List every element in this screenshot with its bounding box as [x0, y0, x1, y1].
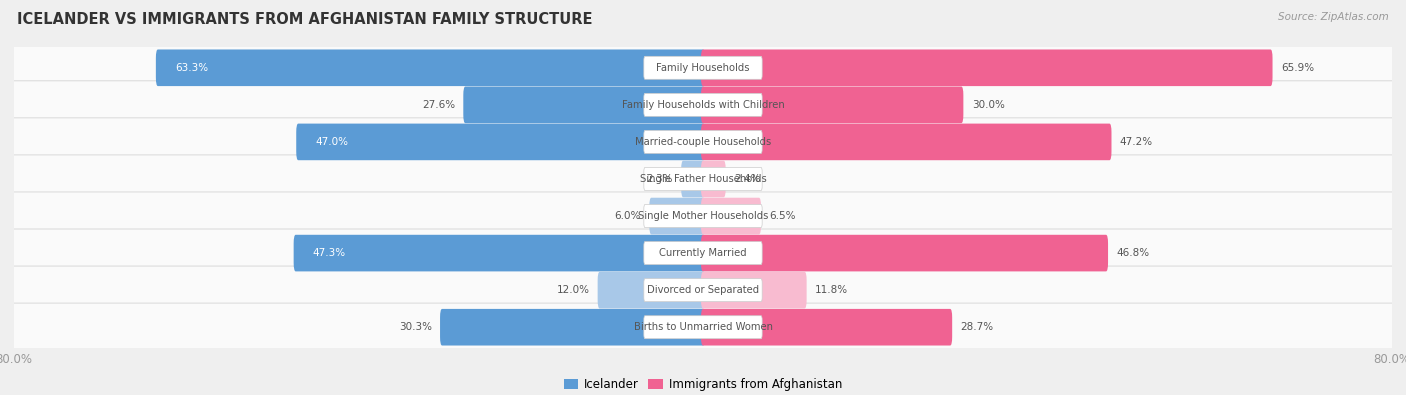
FancyBboxPatch shape	[702, 49, 1272, 86]
Text: 30.3%: 30.3%	[399, 322, 432, 332]
FancyBboxPatch shape	[598, 272, 704, 308]
FancyBboxPatch shape	[644, 316, 762, 339]
Text: 12.0%: 12.0%	[557, 285, 589, 295]
FancyBboxPatch shape	[8, 266, 1398, 314]
FancyBboxPatch shape	[644, 56, 762, 79]
Text: 11.8%: 11.8%	[815, 285, 848, 295]
FancyBboxPatch shape	[702, 272, 807, 308]
Text: 30.0%: 30.0%	[972, 100, 1004, 110]
FancyBboxPatch shape	[702, 309, 952, 346]
Text: 46.8%: 46.8%	[1116, 248, 1150, 258]
Text: Single Mother Households: Single Mother Households	[638, 211, 768, 221]
Text: Married-couple Households: Married-couple Households	[636, 137, 770, 147]
FancyBboxPatch shape	[644, 93, 762, 117]
FancyBboxPatch shape	[644, 278, 762, 302]
FancyBboxPatch shape	[294, 235, 704, 271]
Text: Family Households with Children: Family Households with Children	[621, 100, 785, 110]
Text: 6.0%: 6.0%	[614, 211, 641, 221]
Text: Divorced or Separated: Divorced or Separated	[647, 285, 759, 295]
FancyBboxPatch shape	[644, 130, 762, 153]
Text: 2.3%: 2.3%	[647, 174, 673, 184]
FancyBboxPatch shape	[650, 198, 704, 234]
FancyBboxPatch shape	[644, 242, 762, 265]
Text: 28.7%: 28.7%	[960, 322, 994, 332]
FancyBboxPatch shape	[8, 229, 1398, 277]
FancyBboxPatch shape	[8, 155, 1398, 203]
Text: Births to Unmarried Women: Births to Unmarried Women	[634, 322, 772, 332]
Legend: Icelander, Immigrants from Afghanistan: Icelander, Immigrants from Afghanistan	[560, 373, 846, 395]
Text: Single Father Households: Single Father Households	[640, 174, 766, 184]
FancyBboxPatch shape	[8, 303, 1398, 351]
Text: Family Households: Family Households	[657, 63, 749, 73]
FancyBboxPatch shape	[702, 161, 725, 197]
FancyBboxPatch shape	[644, 167, 762, 190]
FancyBboxPatch shape	[8, 81, 1398, 129]
FancyBboxPatch shape	[644, 205, 762, 228]
FancyBboxPatch shape	[702, 87, 963, 123]
FancyBboxPatch shape	[297, 124, 704, 160]
FancyBboxPatch shape	[702, 235, 1108, 271]
Text: 47.0%: 47.0%	[315, 137, 349, 147]
Text: 65.9%: 65.9%	[1281, 63, 1315, 73]
Text: Currently Married: Currently Married	[659, 248, 747, 258]
Text: 47.3%: 47.3%	[314, 248, 346, 258]
FancyBboxPatch shape	[681, 161, 704, 197]
Text: Source: ZipAtlas.com: Source: ZipAtlas.com	[1278, 12, 1389, 22]
FancyBboxPatch shape	[464, 87, 704, 123]
FancyBboxPatch shape	[702, 198, 761, 234]
FancyBboxPatch shape	[702, 124, 1112, 160]
Text: 47.2%: 47.2%	[1119, 137, 1153, 147]
Text: 2.4%: 2.4%	[734, 174, 761, 184]
Text: 63.3%: 63.3%	[176, 63, 208, 73]
FancyBboxPatch shape	[8, 118, 1398, 166]
FancyBboxPatch shape	[8, 192, 1398, 240]
Text: 6.5%: 6.5%	[769, 211, 796, 221]
Text: 27.6%: 27.6%	[422, 100, 456, 110]
Text: ICELANDER VS IMMIGRANTS FROM AFGHANISTAN FAMILY STRUCTURE: ICELANDER VS IMMIGRANTS FROM AFGHANISTAN…	[17, 12, 592, 27]
FancyBboxPatch shape	[156, 49, 704, 86]
FancyBboxPatch shape	[8, 44, 1398, 92]
FancyBboxPatch shape	[440, 309, 704, 346]
